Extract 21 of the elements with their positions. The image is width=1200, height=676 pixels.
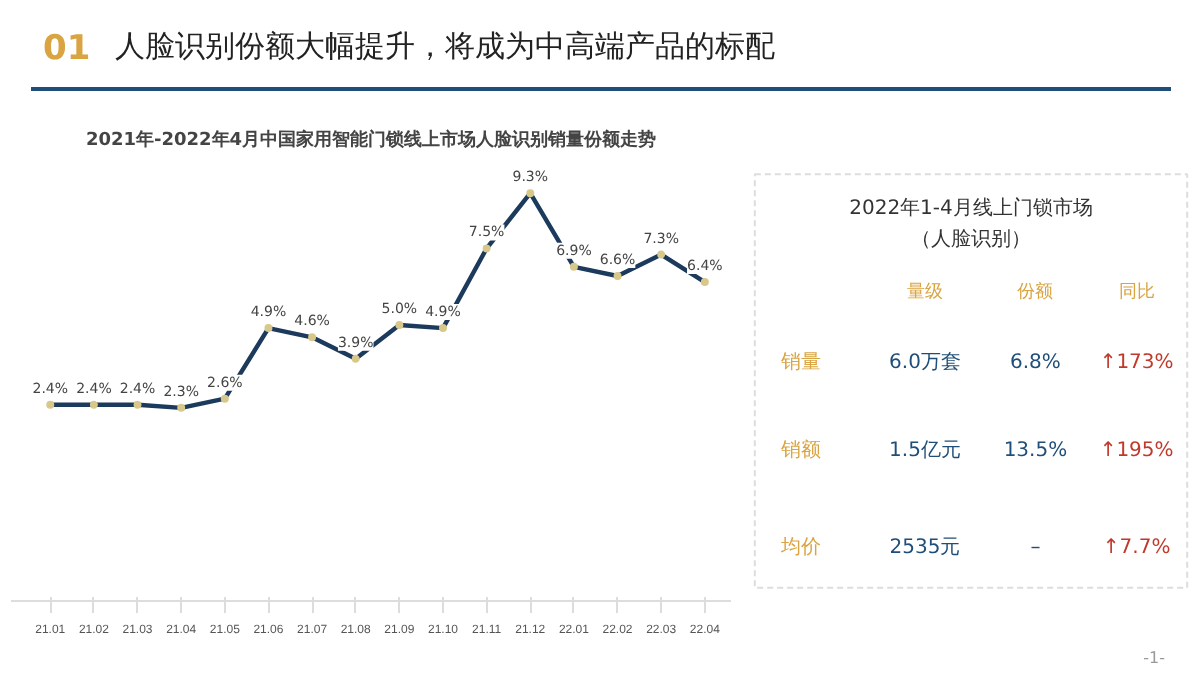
text: 13.5%: [1003, 440, 1068, 463]
text: 6.8%: [1009, 352, 1061, 375]
text: 01: [43, 29, 91, 69]
text: ↑173%: [1099, 352, 1174, 375]
text: 2022年1-4月线上门锁市场: [849, 196, 1093, 221]
text: 1.5亿元: [889, 440, 961, 463]
text: –: [1030, 537, 1041, 560]
text: 2535元: [889, 537, 961, 560]
text: ↑195%: [1099, 440, 1174, 463]
text: -1-: [1143, 649, 1166, 667]
chart-title: 2021年-2022年4月中国家用智能门锁线上市场人脸识别销量份额走势: [85, 129, 657, 151]
text: 均价: [778, 535, 821, 560]
text: 份额: [1017, 281, 1054, 303]
text: ↑7.7%: [1102, 537, 1171, 560]
text: 销量: [778, 352, 821, 375]
text: 量级: [907, 281, 943, 303]
text: 销额: [778, 438, 821, 463]
text: 同比: [1118, 281, 1155, 303]
text: 6.0万套: [889, 350, 961, 375]
text: （人脸识别）: [911, 227, 1031, 252]
text: 人脸识别份额大幅提升，将成为中高端产品的标配: [115, 28, 775, 64]
